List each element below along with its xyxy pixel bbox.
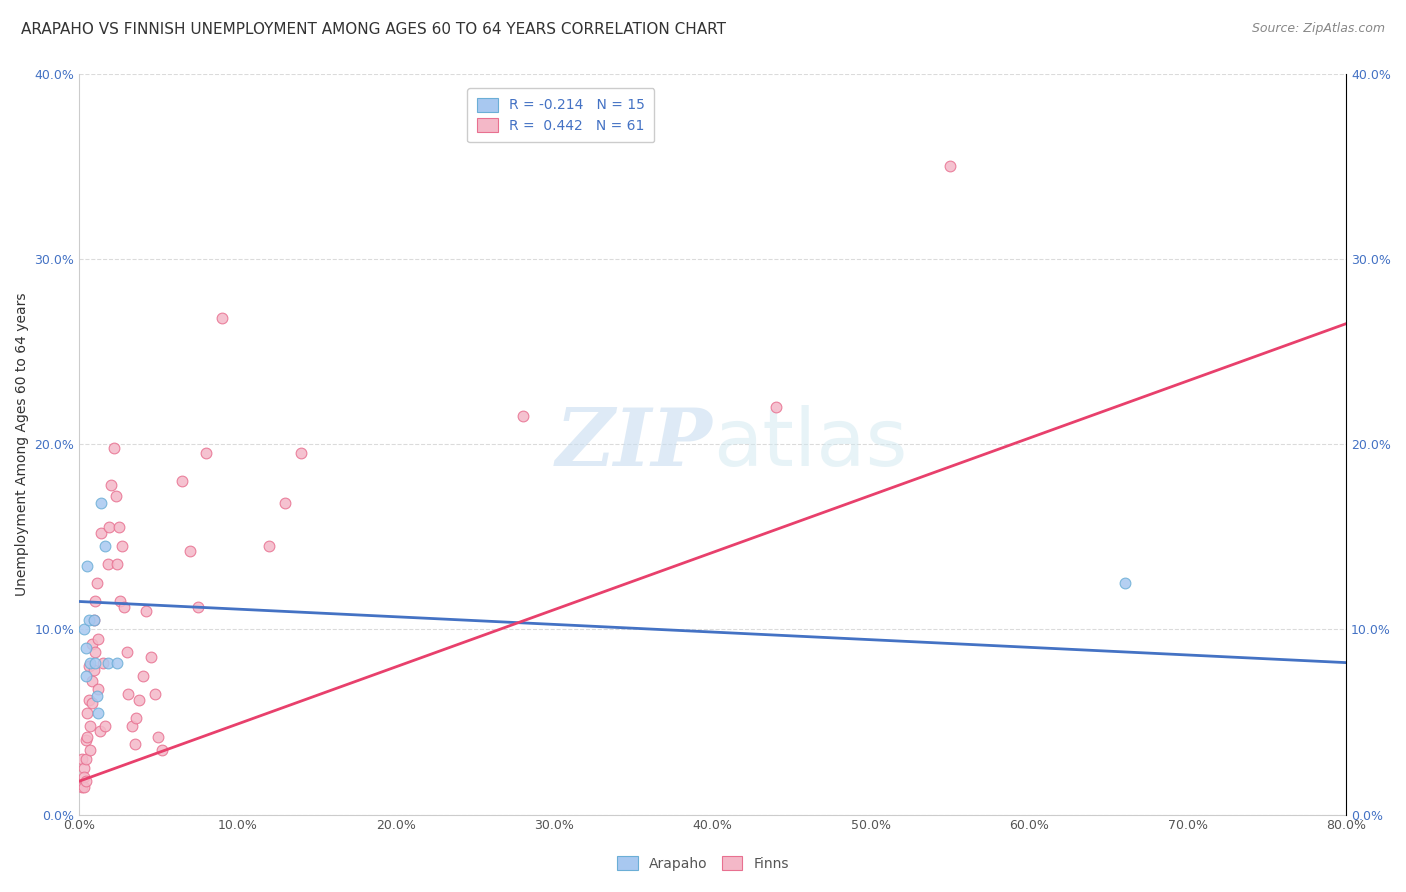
Point xyxy=(75,774,97,789)
Point xyxy=(73,761,96,775)
Point xyxy=(84,656,107,670)
Point xyxy=(179,544,201,558)
Point xyxy=(143,687,166,701)
Point xyxy=(83,613,105,627)
Point xyxy=(90,496,112,510)
Point xyxy=(98,520,121,534)
Point xyxy=(259,539,281,553)
Point xyxy=(80,637,103,651)
Point xyxy=(121,718,143,732)
Point xyxy=(77,613,100,627)
Point xyxy=(77,692,100,706)
Point xyxy=(135,604,157,618)
Point xyxy=(111,539,134,553)
Point xyxy=(73,771,96,785)
Text: ARAPAHO VS FINNISH UNEMPLOYMENT AMONG AGES 60 TO 64 YEARS CORRELATION CHART: ARAPAHO VS FINNISH UNEMPLOYMENT AMONG AG… xyxy=(21,22,725,37)
Legend: R = -0.214   N = 15, R =  0.442   N = 61: R = -0.214 N = 15, R = 0.442 N = 61 xyxy=(467,88,654,143)
Point xyxy=(765,400,787,414)
Point xyxy=(187,600,209,615)
Point xyxy=(86,576,108,591)
Point xyxy=(148,730,170,744)
Point xyxy=(105,656,128,670)
Point xyxy=(86,689,108,703)
Point xyxy=(87,706,110,720)
Point xyxy=(108,520,131,534)
Point xyxy=(93,718,115,732)
Text: atlas: atlas xyxy=(713,405,907,483)
Point xyxy=(124,737,146,751)
Point xyxy=(97,656,120,670)
Point xyxy=(117,687,139,701)
Point xyxy=(1114,576,1136,591)
Point xyxy=(79,656,101,670)
Point xyxy=(290,446,312,460)
Point xyxy=(80,697,103,711)
Point xyxy=(97,558,120,572)
Point xyxy=(75,752,97,766)
Point xyxy=(87,681,110,696)
Point xyxy=(87,632,110,646)
Point xyxy=(150,742,173,756)
Point xyxy=(939,159,962,173)
Point xyxy=(72,780,94,794)
Point xyxy=(75,668,97,682)
Point xyxy=(75,640,97,655)
Point xyxy=(76,730,98,744)
Point xyxy=(128,692,150,706)
Point xyxy=(131,668,153,682)
Point xyxy=(110,594,132,608)
Point xyxy=(211,311,233,326)
Point xyxy=(89,724,111,739)
Point xyxy=(90,525,112,540)
Point xyxy=(75,733,97,747)
Point xyxy=(77,659,100,673)
Point xyxy=(112,600,135,615)
Point xyxy=(100,477,122,491)
Point xyxy=(91,656,114,670)
Point xyxy=(512,409,534,424)
Point xyxy=(105,558,128,572)
Legend: Arapaho, Finns: Arapaho, Finns xyxy=(612,850,794,876)
Point xyxy=(195,446,218,460)
Point xyxy=(115,644,138,658)
Point xyxy=(172,474,194,488)
Point xyxy=(73,622,96,636)
Point xyxy=(125,711,148,725)
Point xyxy=(84,644,107,658)
Point xyxy=(93,539,115,553)
Point xyxy=(79,742,101,756)
Point xyxy=(76,559,98,574)
Point xyxy=(274,496,297,510)
Point xyxy=(139,650,162,665)
Point xyxy=(72,752,94,766)
Text: Source: ZipAtlas.com: Source: ZipAtlas.com xyxy=(1251,22,1385,36)
Point xyxy=(79,718,101,732)
Point xyxy=(104,489,127,503)
Y-axis label: Unemployment Among Ages 60 to 64 years: Unemployment Among Ages 60 to 64 years xyxy=(15,293,30,596)
Point xyxy=(80,674,103,689)
Text: ZIP: ZIP xyxy=(555,405,713,483)
Point xyxy=(73,780,96,794)
Point xyxy=(76,706,98,720)
Point xyxy=(84,594,107,608)
Point xyxy=(103,441,125,455)
Point xyxy=(83,663,105,677)
Point xyxy=(83,613,105,627)
